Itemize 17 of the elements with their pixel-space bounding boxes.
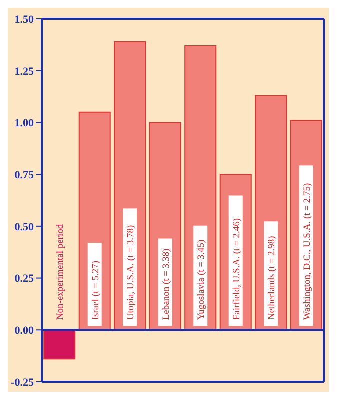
y-tick-label: 0.50 bbox=[14, 221, 34, 234]
x-tick-label: Netherlands (t = 2.98) bbox=[268, 236, 278, 320]
x-tick-label: Fairfield, U.S.A. (t = 2.46) bbox=[232, 218, 242, 320]
y-tick-label: 1.00 bbox=[14, 118, 34, 130]
y-tick-label: 1.50 bbox=[14, 14, 34, 26]
y-tick-label: -0.25 bbox=[11, 376, 34, 389]
y-tick-label: 0.75 bbox=[14, 169, 34, 182]
x-tick-label: Washington, D.C., U.S.A. (t = 2.75) bbox=[302, 183, 313, 320]
x-tick-label: Israel (t = 5.27) bbox=[91, 260, 102, 320]
x-tick-label: Lebanon (t = 3.38) bbox=[162, 248, 172, 320]
x-tick-label: Non-experimental period bbox=[56, 224, 66, 320]
x-tick-label: Utopia, U.S.A. (t = 3.78) bbox=[126, 225, 137, 320]
bar bbox=[44, 330, 76, 360]
y-tick-label: 0.25 bbox=[14, 273, 34, 286]
y-tick-label: 1.25 bbox=[14, 66, 34, 78]
x-tick-label: Yugoslavia (t = 3.45) bbox=[197, 240, 208, 320]
y-tick-label: 0.00 bbox=[14, 325, 34, 338]
